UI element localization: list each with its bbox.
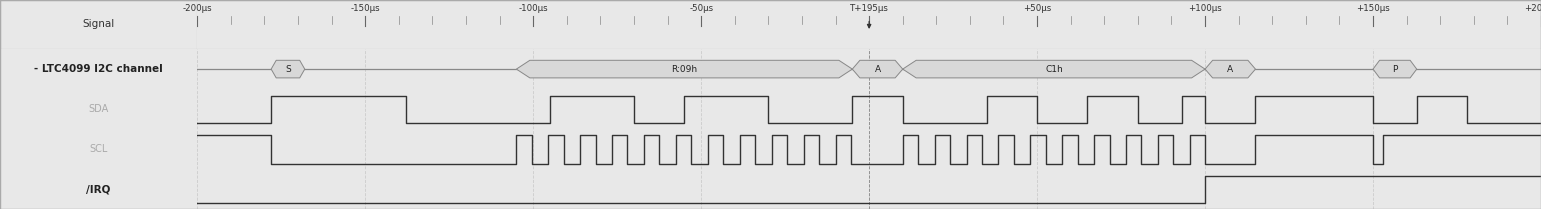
Text: -200µs: -200µs [182, 4, 213, 13]
Polygon shape [903, 60, 1205, 78]
Polygon shape [1205, 60, 1256, 78]
Text: -50µs: -50µs [689, 4, 713, 13]
Text: SDA: SDA [88, 104, 109, 114]
Text: +100µs: +100µs [1188, 4, 1222, 13]
Text: - LTC4099 I2C channel: - LTC4099 I2C channel [34, 64, 163, 74]
Text: T+195µs: T+195µs [849, 4, 889, 13]
Polygon shape [1373, 60, 1416, 78]
Text: C1h: C1h [1045, 65, 1063, 74]
Text: -150µs: -150µs [350, 4, 381, 13]
Text: R:09h: R:09h [672, 65, 698, 74]
Polygon shape [852, 60, 903, 78]
Text: +150µs: +150µs [1356, 4, 1390, 13]
Text: -100µs: -100µs [518, 4, 549, 13]
Text: A: A [1227, 65, 1233, 74]
Text: SCL: SCL [89, 144, 108, 154]
Text: Signal: Signal [83, 19, 114, 29]
Polygon shape [271, 60, 305, 78]
Text: /IRQ: /IRQ [86, 184, 111, 194]
Text: P: P [1392, 65, 1398, 74]
Polygon shape [516, 60, 852, 78]
Text: +200µs: +200µs [1524, 4, 1541, 13]
Text: S: S [285, 65, 291, 74]
Text: A: A [874, 65, 880, 74]
Text: +50µs: +50µs [1023, 4, 1051, 13]
